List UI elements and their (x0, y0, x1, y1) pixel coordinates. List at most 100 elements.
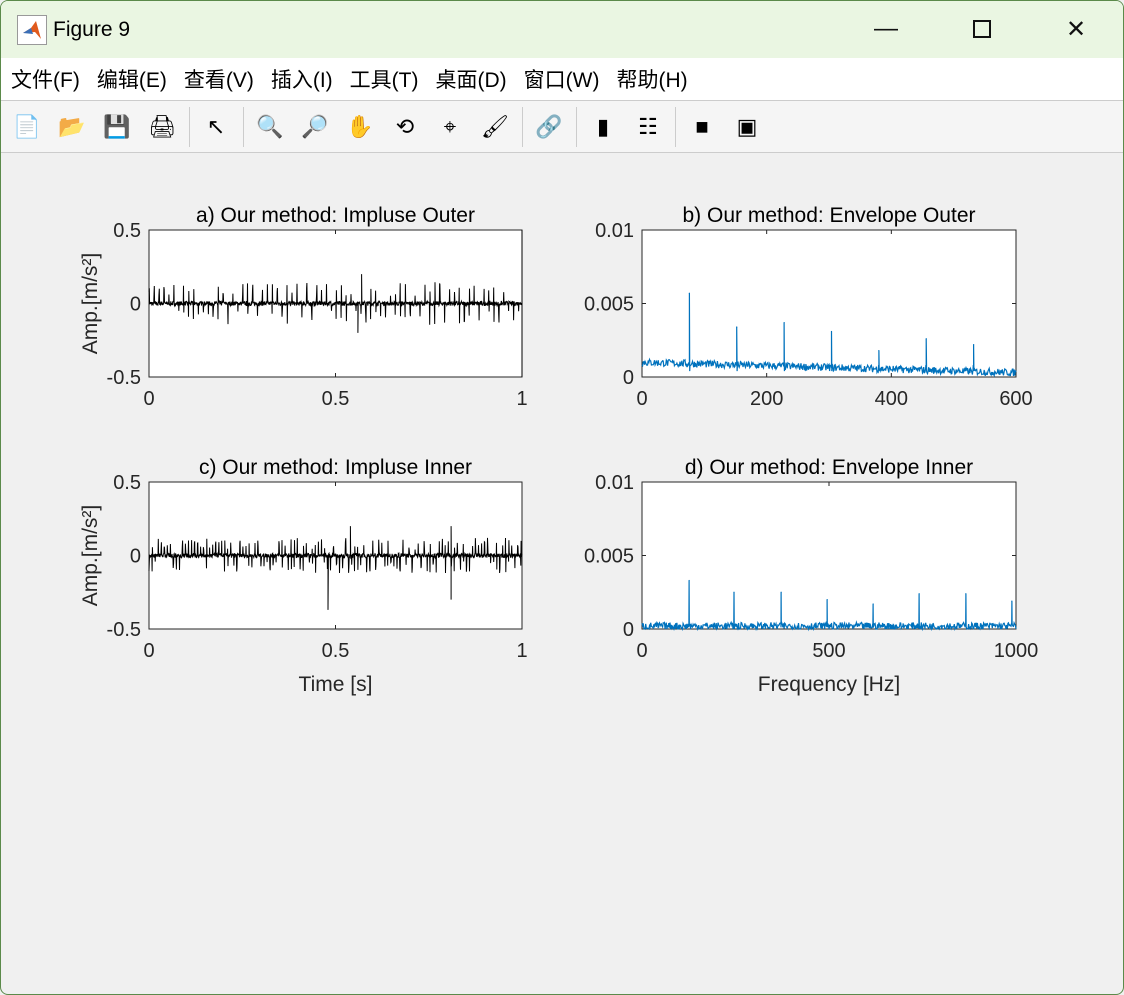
spectrum-peak (973, 344, 975, 346)
data-cursor-button[interactable]: ⌖ (432, 109, 468, 145)
colorbar-icon: ▮ (596, 113, 610, 139)
x-tick-label: 0 (636, 640, 647, 662)
x-tick-label: 200 (750, 388, 783, 410)
rotate-3d-button[interactable]: ⟲ (387, 109, 423, 145)
plot-box (641, 481, 1017, 630)
pan-button[interactable]: ✋ (342, 109, 378, 145)
title-bar: Figure 9 — ✕ (1, 1, 1123, 58)
pointer-icon: ↖ (206, 113, 226, 139)
menu-window[interactable]: 窗口(W) (523, 69, 600, 92)
open-button[interactable]: 📂 (54, 109, 90, 145)
spectrum-line (641, 580, 1017, 632)
spectrum-peak (830, 330, 833, 333)
y-tick-label: -0.5 (107, 367, 141, 389)
y-tick-label: 0 (623, 367, 634, 389)
x-tick-label: 600 (999, 388, 1032, 410)
menu-file[interactable]: 文件(F) (11, 69, 80, 92)
print-icon: 🖨 (148, 113, 176, 139)
spectrum-peak (872, 603, 874, 605)
spectrum-peak (918, 593, 920, 595)
open-icon: 📂 (58, 113, 86, 139)
save-button[interactable]: 💾 (99, 109, 135, 145)
hide-plot-tools-button[interactable]: ■ (684, 109, 720, 145)
minimize-button[interactable]: — (863, 9, 909, 49)
plot-box (641, 229, 1017, 378)
menu-tools[interactable]: 工具(T) (349, 69, 419, 92)
new-figure-icon: 📄 (13, 113, 41, 139)
maximize-button[interactable] (959, 9, 1005, 49)
hide-plot-tools-icon: ■ (695, 113, 709, 139)
spectrum-peak (1011, 600, 1013, 602)
chart-title: a) Our method: Impluse Outer (196, 204, 475, 227)
y-tick-label: 0.01 (595, 220, 634, 242)
colorbar-button[interactable]: ▮ (585, 109, 621, 145)
new-figure-button[interactable]: 📄 (9, 109, 45, 145)
toolbar-separator (675, 106, 676, 147)
x-tick-label: 1 (516, 388, 527, 410)
toolbar-separator (576, 106, 577, 147)
menu-view[interactable]: 查看(V) (183, 69, 254, 92)
y-tick-label: 0.005 (584, 294, 634, 316)
y-tick-label: 0.5 (113, 220, 141, 242)
minimize-icon: — (874, 15, 898, 42)
save-icon: 💾 (103, 113, 131, 139)
spectrum-peak (878, 349, 880, 352)
menu-insert[interactable]: 插入(I) (270, 69, 333, 92)
brush-button[interactable]: 🖌 (477, 109, 513, 145)
y-tick-label: 0 (623, 619, 634, 641)
show-plot-tools-button[interactable]: ▣ (729, 109, 765, 145)
legend-icon: ☷ (638, 113, 658, 139)
axes-d: d) Our method: Envelope Inner 0 500 1000 0 0.… (584, 456, 1038, 696)
chart-title: d) Our method: Envelope Inner (685, 456, 973, 479)
x-tick-label: 500 (812, 640, 845, 662)
y-tick-label: 0.5 (113, 472, 141, 494)
spectrum-peak (688, 579, 690, 582)
close-button[interactable]: ✕ (1053, 9, 1099, 49)
y-tick-label: -0.5 (107, 619, 141, 641)
signal-line (148, 526, 523, 610)
x-tick-label: 1 (516, 640, 527, 662)
menu-edit[interactable]: 编辑(E) (96, 69, 167, 92)
spectrum-line (641, 293, 1017, 378)
y-tick-label: 0 (130, 546, 141, 568)
close-icon: ✕ (1065, 15, 1087, 43)
y-tick-label: 0.01 (595, 472, 634, 494)
x-tick-label: 0.5 (322, 388, 350, 410)
spectrum-peak (965, 593, 967, 595)
signal-line (148, 230, 523, 377)
print-button[interactable]: 🖨 (144, 109, 180, 145)
x-tick-label: 1000 (994, 640, 1039, 662)
x-tick-label: 0.5 (322, 640, 350, 662)
spectrum-peak (925, 338, 927, 340)
data-cursor-icon: ⌖ (443, 113, 457, 139)
spectrum-peak (736, 326, 738, 328)
show-plot-tools-icon: ▣ (736, 113, 758, 139)
spectrum-peak (783, 322, 785, 324)
menu-desktop[interactable]: 桌面(D) (435, 69, 507, 92)
axes-b: b) Our method: Envelope Outer 0 200 400 600 0… (584, 204, 1033, 410)
y-tick-label: 0.005 (584, 546, 634, 568)
zoom-in-icon: 🔍 (256, 113, 284, 139)
x-tick-label: 400 (875, 388, 908, 410)
zoom-in-button[interactable]: 🔍 (252, 109, 288, 145)
chart-title: b) Our method: Envelope Outer (683, 204, 976, 227)
link-plot-button[interactable]: 🔗 (531, 109, 567, 145)
spectrum-peak (780, 591, 782, 593)
zoom-out-button[interactable]: 🔎 (297, 109, 333, 145)
pan-icon: ✋ (346, 113, 374, 139)
zoom-out-icon: 🔎 (301, 113, 329, 139)
matlab-logo-icon (17, 14, 47, 45)
menu-help[interactable]: 帮助(H) (616, 69, 688, 92)
window-title: Figure 9 (53, 17, 131, 41)
chart-title: c) Our method: Impluse Inner (199, 456, 472, 479)
legend-button[interactable]: ☷ (630, 109, 666, 145)
pointer-button[interactable]: ↖ (198, 109, 234, 145)
y-axis-label: Amp.[m/s²] (79, 253, 102, 355)
x-axis-label: Time [s] (299, 673, 373, 696)
rotate-3d-icon: ⟲ (395, 113, 415, 139)
x-tick-label: 0 (143, 640, 154, 662)
maximize-icon (973, 20, 991, 38)
toolbar-separator (189, 106, 190, 147)
x-tick-label: 0 (143, 388, 154, 410)
